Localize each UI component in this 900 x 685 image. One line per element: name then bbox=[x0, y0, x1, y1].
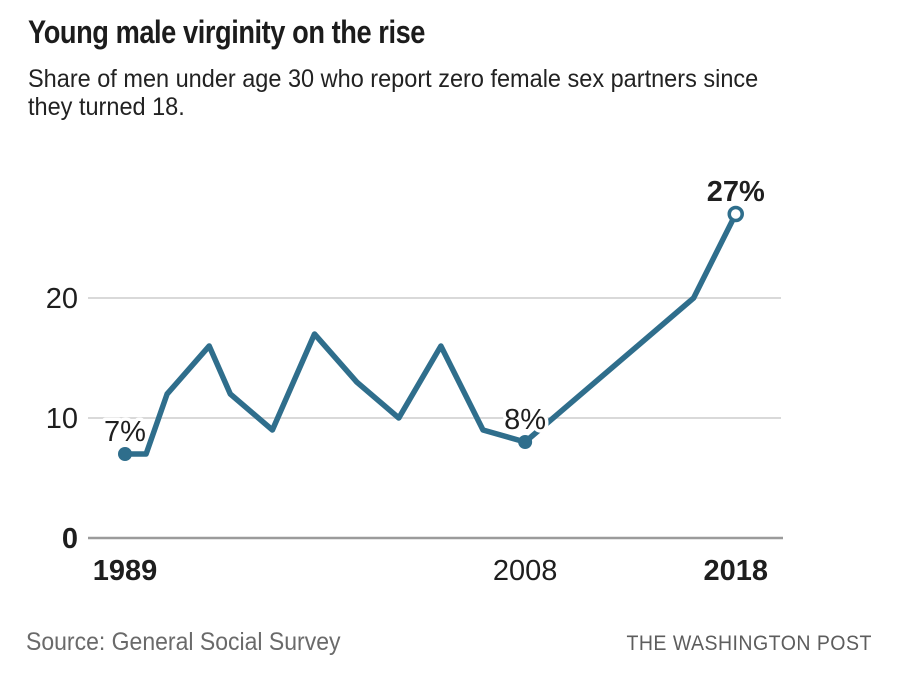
x-tick-label-2008: 2008 bbox=[493, 555, 558, 587]
y-tick-label-10: 10 bbox=[46, 403, 78, 435]
publisher-credit: THE WASHINGTON POST bbox=[626, 632, 872, 655]
trend-line bbox=[122, 211, 739, 457]
chart-subtitle-line-1: Share of men under age 30 who report zer… bbox=[28, 65, 759, 93]
value-label-2008: 8% bbox=[504, 404, 546, 436]
chart-subtitle-line-2: they turned 18. bbox=[28, 93, 185, 121]
x-tick-label-2018: 2018 bbox=[703, 555, 768, 587]
source-note: Source: General Social Survey bbox=[26, 628, 341, 656]
data-point-1989 bbox=[118, 447, 132, 461]
chart-subtitle: Share of men under age 30 who report zer… bbox=[28, 65, 829, 121]
value-label-2018: 27% bbox=[707, 176, 765, 208]
y-tick-label-0: 0 bbox=[62, 523, 78, 555]
data-point-open-2018 bbox=[727, 205, 744, 223]
chart-footer: Source: General Social Survey THE WASHIN… bbox=[26, 628, 872, 660]
y-tick-label-20: 20 bbox=[46, 283, 78, 315]
chart-title: Young male virginity on the rise bbox=[28, 14, 425, 50]
value-label-1989: 7% bbox=[104, 416, 146, 448]
x-tick-label-1989: 1989 bbox=[93, 555, 158, 587]
chart-header: Young male virginity on the rise Share o… bbox=[28, 14, 880, 121]
data-point-2008 bbox=[518, 435, 533, 449]
